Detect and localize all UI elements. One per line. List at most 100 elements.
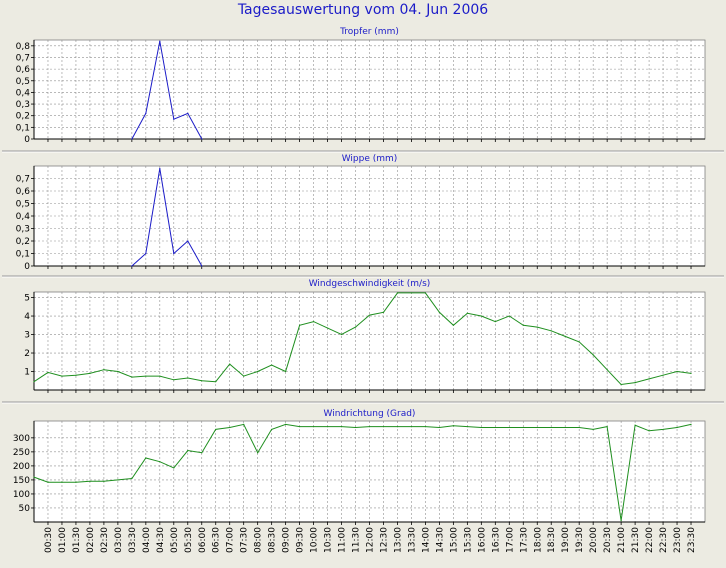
data-point bbox=[382, 426, 385, 428]
y-tick-label: 0,4 bbox=[16, 88, 31, 98]
data-point bbox=[89, 372, 91, 374]
y-tick-label: 5 bbox=[24, 294, 30, 304]
data-point bbox=[410, 426, 413, 428]
y-tick-label: 50 bbox=[19, 504, 31, 514]
data-point bbox=[145, 252, 147, 255]
data-point bbox=[396, 292, 399, 294]
data-point bbox=[452, 425, 454, 427]
data-point bbox=[285, 370, 287, 373]
y-tick-label: 0,8 bbox=[16, 42, 31, 52]
x-tick-label: 12:00 bbox=[366, 527, 376, 553]
data-point bbox=[201, 380, 203, 382]
x-tick-label: 01:00 bbox=[58, 527, 68, 553]
x-tick-label: 07:00 bbox=[226, 527, 236, 553]
data-point bbox=[564, 335, 566, 337]
y-tick-label: 0,1 bbox=[16, 123, 30, 133]
data-point bbox=[550, 426, 552, 429]
data-point bbox=[145, 375, 147, 377]
data-point bbox=[662, 374, 664, 376]
data-point bbox=[564, 426, 566, 429]
data-point bbox=[215, 381, 217, 383]
panel-title-3: Windgeschwindigkeit (m/s) bbox=[309, 279, 431, 289]
x-tick-label: 10:30 bbox=[324, 527, 334, 553]
x-tick-label: 23:30 bbox=[687, 527, 697, 553]
data-point bbox=[229, 426, 231, 429]
data-point bbox=[480, 426, 482, 429]
data-point bbox=[131, 376, 133, 378]
data-point bbox=[229, 363, 231, 365]
y-tick-label: 300 bbox=[13, 434, 30, 444]
data-point bbox=[522, 324, 524, 326]
y-tick-label: 0,1 bbox=[16, 250, 30, 260]
data-point bbox=[424, 292, 427, 294]
y-tick-label: 2 bbox=[24, 349, 30, 359]
data-point bbox=[131, 265, 133, 267]
x-tick-label: 10:00 bbox=[310, 527, 320, 553]
data-point bbox=[620, 519, 622, 522]
data-point bbox=[550, 330, 552, 332]
y-tick-label: 0,6 bbox=[16, 187, 31, 197]
data-point bbox=[47, 481, 49, 483]
data-point bbox=[382, 311, 385, 313]
y-tick-label: 0,2 bbox=[16, 112, 30, 122]
data-point bbox=[117, 370, 119, 373]
data-point bbox=[117, 479, 119, 481]
y-tick-label: 250 bbox=[13, 448, 30, 458]
y-tick-label: 0,3 bbox=[16, 225, 30, 235]
main-title: Tagesauswertung vom 04. Jun 2006 bbox=[237, 2, 488, 18]
x-tick-label: 17:30 bbox=[519, 527, 529, 553]
data-point bbox=[536, 326, 538, 328]
data-point bbox=[634, 424, 636, 426]
data-point bbox=[648, 430, 650, 432]
x-tick-label: 05:00 bbox=[170, 527, 180, 553]
data-point bbox=[522, 426, 524, 429]
x-tick-label: 23:00 bbox=[673, 527, 683, 553]
x-tick-label: 09:00 bbox=[282, 527, 292, 553]
x-tick-label: 20:30 bbox=[603, 527, 613, 553]
data-point bbox=[201, 138, 203, 140]
data-point bbox=[33, 381, 35, 383]
y-tick-label: 0 bbox=[24, 262, 30, 272]
x-tick-label: 17:00 bbox=[505, 527, 515, 553]
data-point bbox=[285, 423, 287, 425]
x-tick-label: 22:30 bbox=[659, 527, 669, 553]
data-point bbox=[159, 40, 161, 42]
data-point bbox=[271, 364, 273, 366]
x-tick-label: 05:30 bbox=[184, 527, 194, 553]
data-point bbox=[494, 426, 496, 429]
x-tick-label: 03:00 bbox=[114, 527, 124, 553]
data-point bbox=[145, 112, 147, 114]
y-tick-label: 0 bbox=[24, 135, 30, 145]
series-line-4 bbox=[33, 423, 692, 521]
data-point bbox=[215, 428, 217, 431]
data-point bbox=[326, 327, 329, 329]
chart-panel-2: Wippe (mm) 0 0,1 0,2 0,3 0,4 0,5 0,6 0,7 bbox=[16, 154, 706, 272]
x-tick-label: 02:30 bbox=[100, 527, 110, 553]
data-point bbox=[354, 426, 357, 429]
x-tick-label: 02:00 bbox=[86, 527, 96, 553]
data-point bbox=[438, 311, 440, 313]
series-line-2 bbox=[131, 168, 203, 267]
data-point bbox=[257, 452, 259, 454]
data-point bbox=[299, 324, 301, 326]
data-point bbox=[159, 461, 161, 463]
x-tick-label: 07:30 bbox=[240, 527, 250, 553]
x-tick-label: 16:30 bbox=[491, 527, 501, 553]
data-point bbox=[354, 326, 357, 328]
x-tick-label: 22:00 bbox=[645, 527, 655, 553]
x-tick-label: 11:00 bbox=[338, 527, 348, 553]
x-tick-label: 04:30 bbox=[156, 527, 166, 553]
x-tick-label: 13:30 bbox=[407, 527, 417, 553]
data-point bbox=[201, 452, 203, 454]
data-point bbox=[243, 423, 245, 425]
series-line-1 bbox=[131, 41, 203, 140]
data-point bbox=[648, 378, 650, 380]
data-point bbox=[61, 375, 63, 377]
x-tick-label: 18:30 bbox=[547, 527, 557, 553]
x-tick-label: 13:00 bbox=[394, 527, 404, 553]
data-point bbox=[75, 481, 77, 483]
y-tick-label: 3 bbox=[24, 331, 30, 341]
panel-title-2: Wippe (mm) bbox=[342, 154, 398, 164]
x-tick-label: 08:00 bbox=[254, 527, 264, 553]
